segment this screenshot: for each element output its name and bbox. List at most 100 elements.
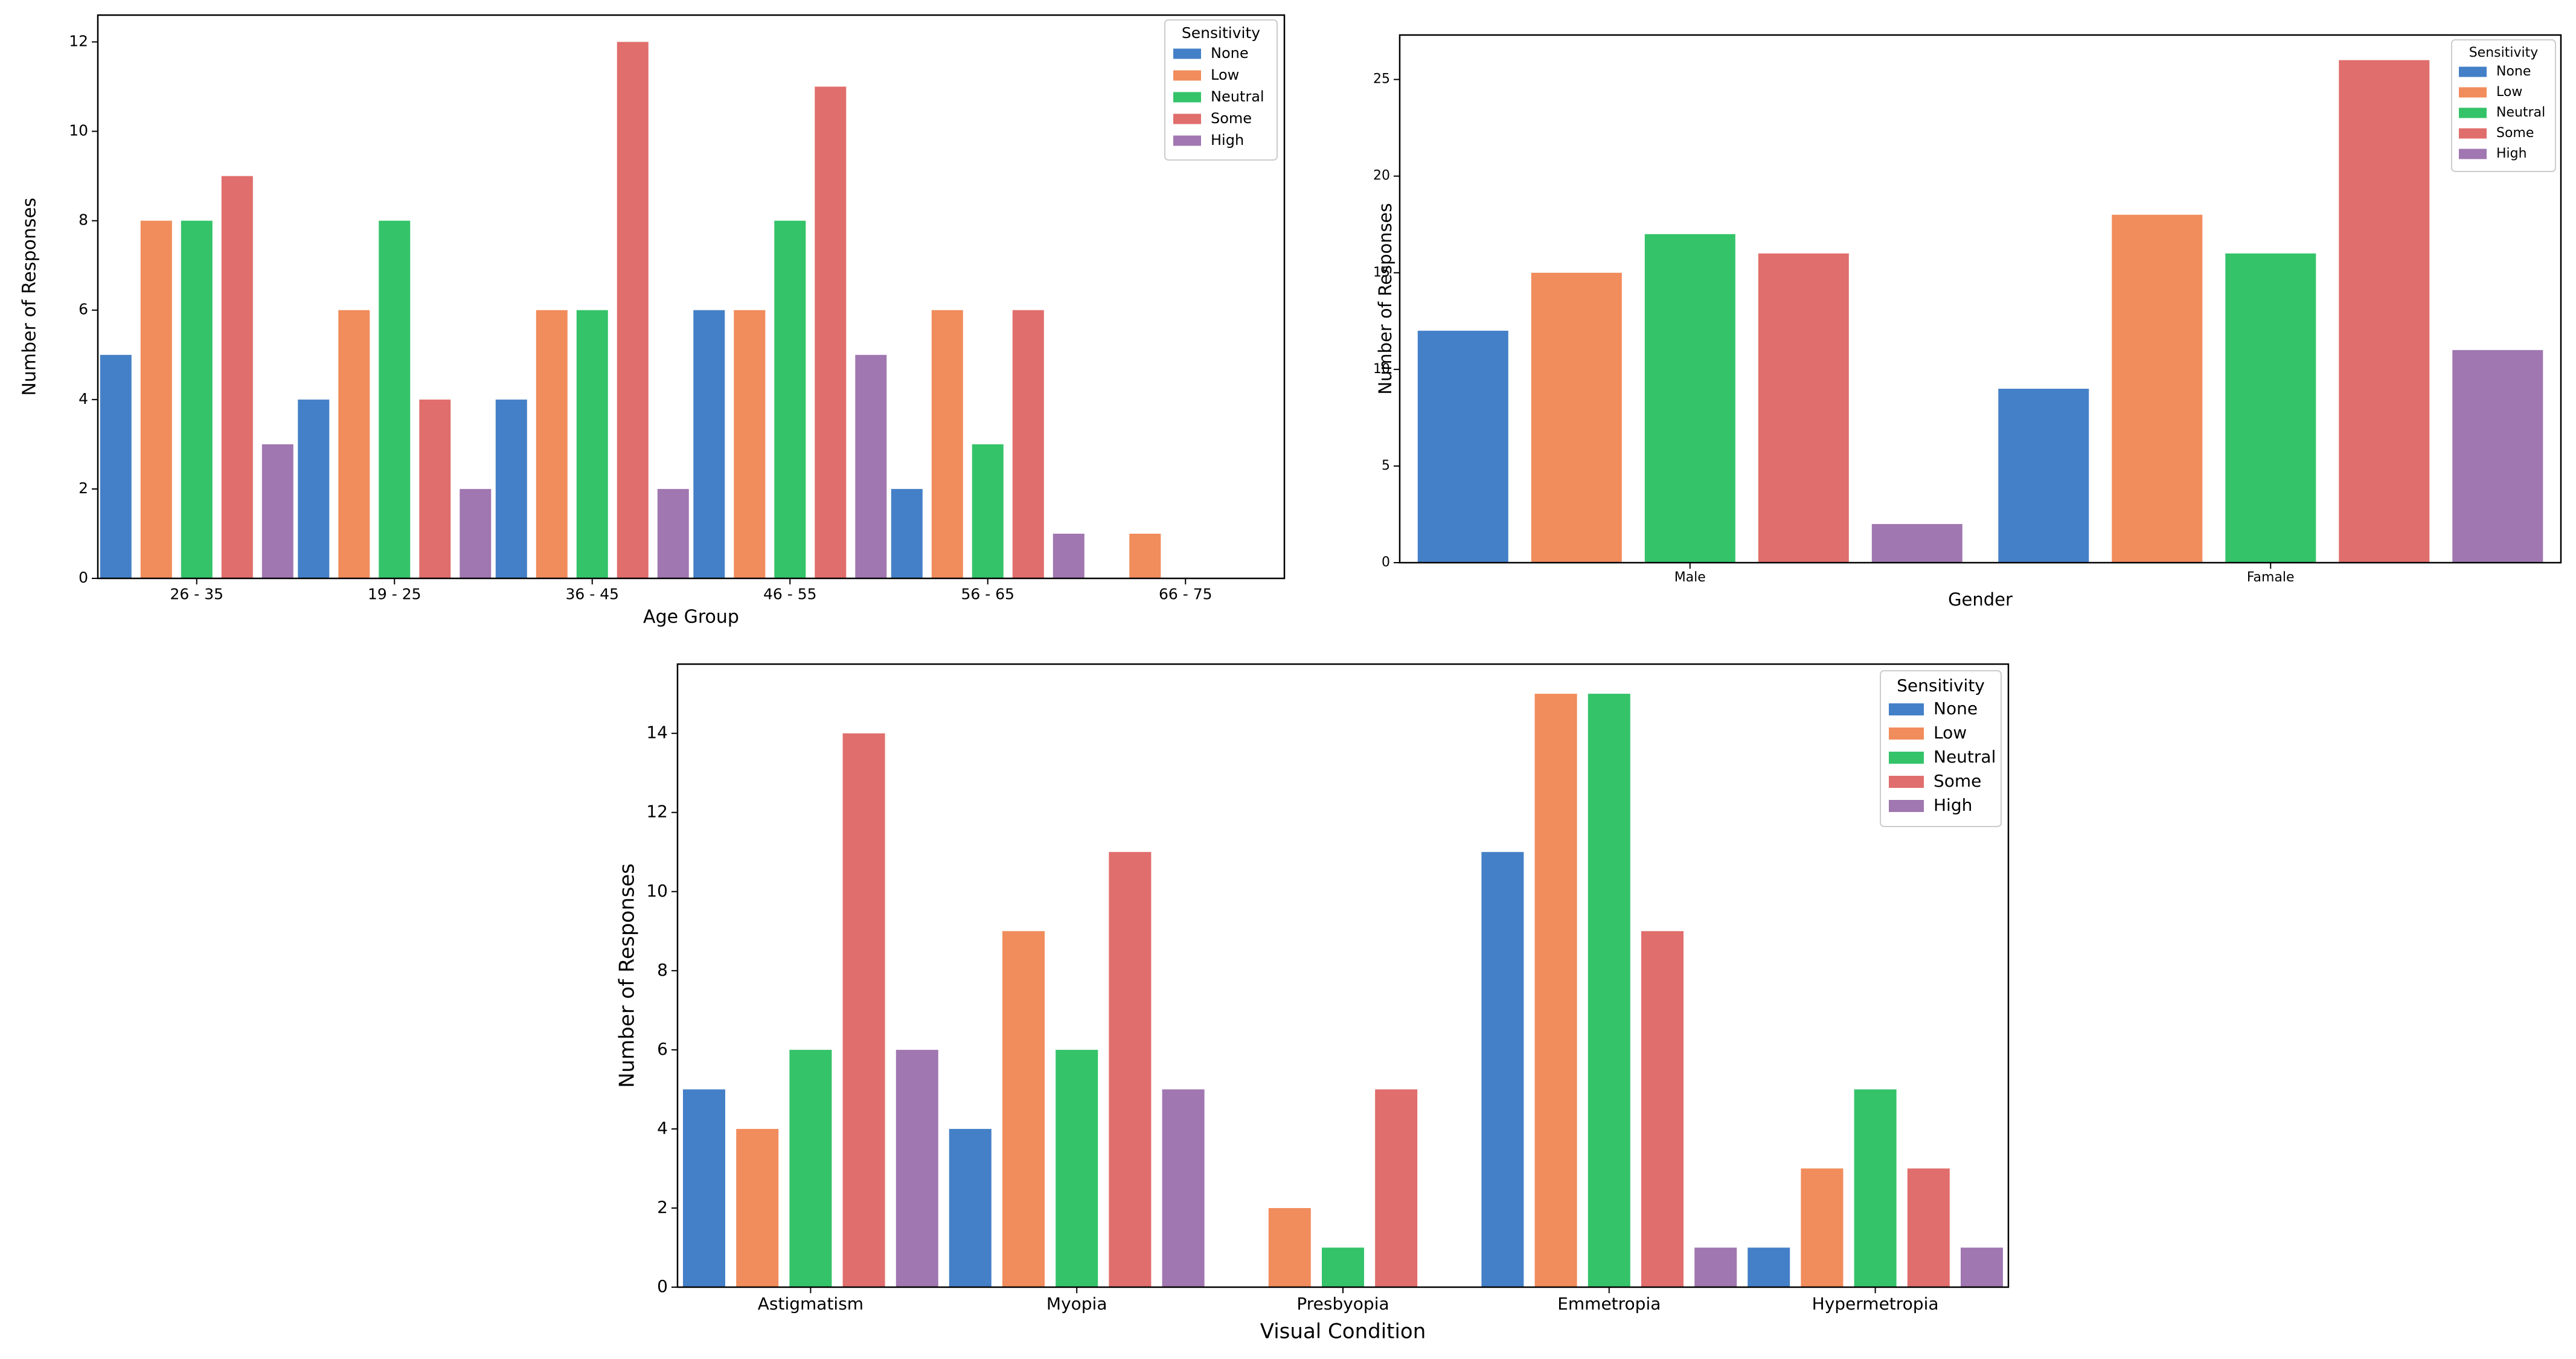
y-tick-label: 8 [78,211,88,229]
legend-title: Sensitivity [2469,45,2539,60]
bar-some-46-55 [815,86,847,578]
bar-none-46-55 [693,310,725,578]
y-tick-label: 0 [1382,555,1390,570]
bar-high-36-45 [657,488,689,578]
x-axis-label: Age Group [643,607,739,628]
bar-some-astigmatism [842,733,885,1287]
bar-high-astigmatism [896,1049,938,1287]
bar-none-36-45 [495,399,527,578]
bar-none-19-25 [298,399,330,578]
bar-low-famale [2112,214,2203,563]
bar-neutral-19-25 [379,220,411,579]
bar-some-19-25 [419,399,451,578]
bar-neutral-famale [2225,253,2316,563]
bar-neutral-hypermetropia [1854,1089,1897,1287]
bar-neutral-26-35 [181,220,213,579]
x-axis-label: Visual Condition [1260,1320,1426,1344]
y-tick-label: 10 [69,122,88,139]
bar-neutral-56-65 [972,444,1004,578]
bar-high-26-35 [261,444,293,578]
bar-none-emmetropia [1481,852,1524,1287]
bar-high-19-25 [460,488,492,578]
bar-neutral-46-55 [774,220,806,579]
legend-swatch-low [2459,87,2487,98]
legend-swatch-low [1173,70,1201,81]
bar-low-myopia [1002,931,1045,1287]
x-tick-label: Presbyopia [1296,1294,1389,1314]
bar-some-male [1758,253,1849,563]
bar-some-56-65 [1012,310,1044,578]
y-tick-label: 20 [1373,168,1390,184]
bar-low-46-55 [734,310,766,578]
y-tick-label: 12 [646,802,668,822]
y-tick-label: 12 [69,32,88,50]
legend-label-none: None [2496,64,2531,79]
legend-label-some: Some [1934,771,1981,791]
x-tick-label: 26 - 35 [170,585,223,603]
bar-high-myopia [1162,1089,1205,1287]
y-tick-label: 6 [657,1039,668,1059]
bar-none-myopia [949,1128,992,1287]
gender-chart: 0 5 10 15 20 25 Male Famale Gender Number of Resp… [1373,34,2562,610]
y-tick-label: 15 [1373,265,1390,280]
legend-title: Sensitivity [1897,676,1985,695]
legend-label-low: Low [1211,66,1239,83]
bar-none-hypermetropia [1748,1247,1790,1287]
bar-some-26-35 [221,176,253,579]
legend-swatch-neutral [2459,107,2487,118]
legend-swatch-neutral [1889,752,1924,764]
legend-label-none: None [1211,45,1249,62]
y-tick-label: 14 [646,723,668,743]
bar-low-66-75 [1129,534,1161,578]
bar-low-19-25 [338,310,370,578]
bar-none-26-35 [100,354,132,578]
bar-low-26-35 [140,220,172,579]
y-tick-label: 5 [1382,458,1390,473]
legend-label-low: Low [2496,85,2522,100]
bar-neutral-myopia [1056,1049,1098,1287]
legend-swatch-none [1889,703,1924,715]
x-tick-label: 46 - 55 [763,585,817,603]
legend-label-high: High [1211,132,1244,149]
y-tick-label: 10 [646,881,668,901]
plot-frame [97,14,1286,580]
legend: Sensitivity None Low Neutral Some High [1164,19,1278,161]
age-group-chart: 0 2 4 6 8 10 12 26 - 35 19 - 25 36 - 45 46 - 55 56 … [19,14,1286,628]
y-tick-label: 25 [1373,72,1390,87]
legend-swatch-high [1889,800,1924,812]
legend-swatch-high [2459,149,2487,159]
legend-label-low: Low [1934,723,1967,743]
bar-some-emmetropia [1641,931,1684,1287]
bar-none-male [1417,330,1508,563]
y-axis-label: Number of Responses [615,863,639,1088]
legend-swatch-high [1173,135,1201,146]
y-tick-label: 0 [657,1276,668,1296]
x-tick-label: Hypermetropia [1812,1294,1939,1314]
legend-label-high: High [1934,795,1972,815]
legend-label-neutral: Neutral [2496,105,2545,120]
x-tick-label: Emmetropia [1557,1294,1661,1314]
x-tick-label: Astigmatism [758,1294,863,1314]
bar-high-emmetropia [1694,1247,1737,1287]
y-tick-label: 10 [1373,362,1390,377]
visual-condition-chart: 0 2 4 6 8 10 12 14 Astigmatism Myopia Presbyopia Em… [615,663,2010,1344]
y-tick-label: 8 [657,960,668,980]
bar-some-36-45 [617,42,649,578]
y-tick-label: 6 [78,301,88,318]
y-tick-label: 2 [78,479,88,497]
legend: Sensitivity None Low Neutral Some High [2451,39,2556,172]
bar-neutral-astigmatism [789,1049,832,1287]
legend-swatch-none [2459,66,2487,77]
bar-high-famale [2452,350,2543,563]
legend-label-high: High [2496,146,2527,161]
bar-some-myopia [1109,852,1152,1287]
plot-frame [1399,34,2562,564]
bar-none-56-65 [891,488,923,578]
bar-high-male [1871,524,1962,563]
bar-none-famale [1998,388,2089,563]
x-tick-label: Famale [2247,570,2295,585]
bar-low-36-45 [536,310,568,578]
x-tick-label: Male [1674,570,1706,585]
legend-swatch-some [1889,776,1924,788]
